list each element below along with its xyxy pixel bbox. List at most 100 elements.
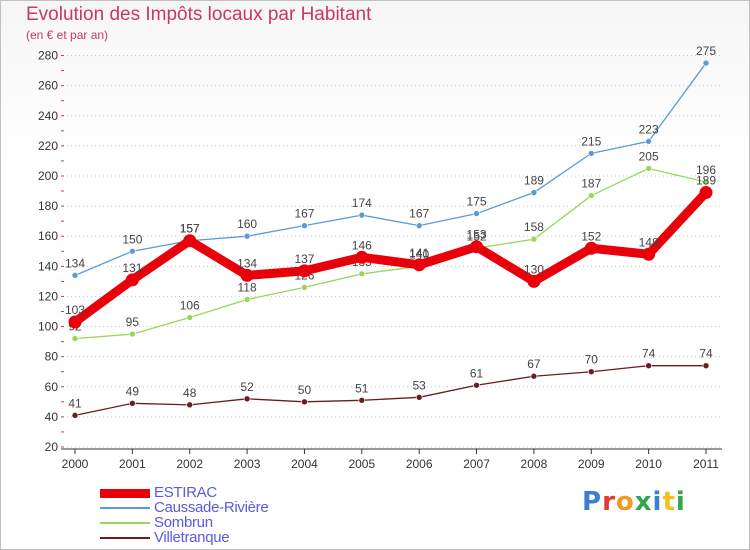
data-point [473,381,480,389]
data-label: 150 [122,232,142,246]
data-label: 275 [696,44,716,58]
data-label: 158 [524,220,544,234]
data-label: 52 [240,380,254,394]
series-line-caussade-rivi-re [74,62,707,277]
proxiti-logo: Proxiti [582,487,686,517]
legend-swatch [100,488,150,498]
data-point [129,400,136,407]
data-point [125,273,139,287]
series-line-estirac [70,188,711,327]
data-label: 205 [639,149,659,163]
y-tick-label: 120 [38,289,58,303]
data-point [412,258,426,272]
data-label: 140 [409,247,429,261]
data-point [301,222,308,229]
x-tick-label: 2001 [119,457,146,471]
data-label: 74 [642,347,656,361]
data-label: 134 [237,256,257,270]
legend-label: Caussade-Rivière [154,499,269,516]
data-label: 167 [409,207,429,221]
data-point [699,186,713,200]
y-tick-label: 220 [38,139,58,153]
x-tick-label: 2009 [578,457,605,471]
x-tick-label: 2011 [693,457,719,471]
data-point [530,235,538,243]
data-label: 50 [298,383,312,397]
y-tick-label: 180 [38,199,58,213]
data-point [358,211,366,219]
data-point [297,264,311,278]
data-point [587,192,595,199]
data-point [470,240,484,254]
data-point [358,270,366,278]
data-label: 196 [696,163,716,177]
logo-letter: i [675,487,686,517]
series-line-villetranque [74,365,707,417]
logo-letter: P [582,487,603,517]
y-tick-label: 240 [38,109,58,123]
x-tick-label: 2007 [463,457,490,471]
data-label: 61 [470,366,484,380]
y-tick-label: 20 [45,440,59,454]
data-label: 187 [581,177,601,191]
y-tick-label: 260 [38,79,58,93]
data-point [240,268,254,282]
logo-letter: i [652,487,663,517]
y-tick-label: 100 [38,320,58,334]
y-tick-label: 160 [38,229,58,243]
data-label: 48 [183,386,197,400]
data-point [301,398,308,406]
data-point [642,247,656,261]
data-point [530,189,538,196]
y-tick-label: 280 [38,49,58,63]
data-label: 189 [696,174,716,188]
data-label: 103 [65,303,85,317]
chart-legend: ESTIRAC Caussade-Rivière Sombrun Villetranq… [100,484,360,546]
data-label: 146 [352,238,372,252]
data-label: 134 [65,256,85,270]
data-point [186,401,194,409]
data-point [183,234,197,248]
data-point [702,362,710,369]
data-label: 148 [639,235,659,249]
data-label: 118 [238,280,257,294]
data-point [243,296,251,303]
x-tick-label: 2004 [291,457,318,471]
legend-item: Caussade-Rivière [100,499,360,516]
data-point [702,59,710,67]
data-label: 131 [122,261,142,275]
y-tick-label: 140 [38,259,58,273]
legend-label: Sombrun [154,514,213,531]
y-tick-label: 60 [45,380,59,394]
data-point [645,362,652,369]
data-label: 106 [180,299,200,313]
data-label: 70 [585,353,599,367]
y-tick-label: 200 [38,169,58,183]
data-point [415,394,423,401]
data-point [358,397,366,404]
data-point [71,272,79,279]
data-label: 153 [467,228,487,242]
data-label: 137 [294,252,314,266]
x-tick-label: 2000 [62,457,89,471]
data-point [186,314,194,321]
legend-label: Villetranque [154,529,230,546]
data-point [68,315,82,329]
data-label: 152 [467,229,487,243]
x-tick-label: 2010 [635,457,662,471]
data-label: 67 [527,357,541,371]
data-point [702,178,710,186]
legend-item: Villetranque [100,529,360,546]
x-tick-label: 2005 [348,457,375,471]
data-label: 215 [581,134,601,148]
data-point [645,165,652,172]
logo-letter: r [602,487,616,517]
data-label: 167 [294,207,314,221]
data-point [527,274,541,288]
data-label: 95 [126,315,140,329]
data-point [71,335,79,342]
y-tick-label: 40 [45,410,59,424]
data-point [645,138,652,145]
legend-swatch [100,522,150,524]
